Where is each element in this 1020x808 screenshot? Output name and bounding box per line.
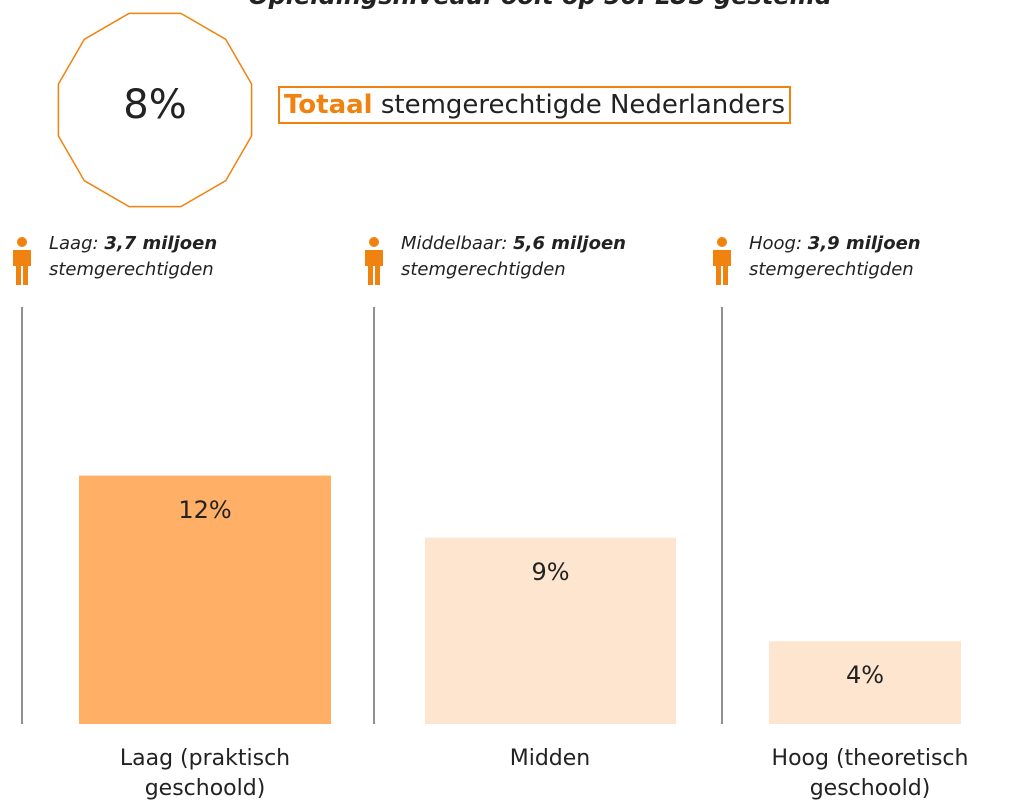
group-name: Middelbaar: <box>401 233 508 254</box>
group-count: 3,9 miljoen <box>807 233 921 254</box>
group-count: 3,7 miljoen <box>104 233 218 254</box>
category-label: Laag (praktisch geschoold) <box>119 746 291 801</box>
person-icon-head <box>369 237 379 247</box>
person-icon-body <box>365 250 383 285</box>
total-badge <box>57 12 253 208</box>
group-name: Hoog: <box>749 233 803 254</box>
total-label-bold: Totaal <box>284 90 373 120</box>
category-label: Midden <box>509 746 591 771</box>
group-count: 5,6 miljoen <box>513 233 626 254</box>
group-name: Laag: <box>49 233 99 254</box>
person-icon-body <box>13 250 31 285</box>
chart-title: Opleidingsniveau: ooit op 50PLUS gestemd <box>0 0 1020 10</box>
value-label: 9% <box>531 557 570 586</box>
value-label: 12% <box>178 495 232 524</box>
group-unit: stemgerechtigden <box>49 259 214 280</box>
total-label: Totaal stemgerechtigde Nederlanders <box>278 86 791 124</box>
group-label: Middelbaar: 5,6 miljoen stemgerechtigden <box>401 231 626 283</box>
total-label-rest: stemgerechtigde Nederlanders <box>380 90 785 120</box>
group-label: Laag: 3,7 miljoen stemgerechtigden <box>49 231 217 283</box>
group-unit: stemgerechtigden <box>401 259 566 280</box>
total-value-label: 8% <box>123 82 187 128</box>
value-label: 4% <box>845 661 885 690</box>
group-unit: stemgerechtigden <box>749 259 914 280</box>
category-label: Hoog (theoretisch geschoold) <box>771 746 969 801</box>
bar <box>769 641 961 724</box>
bar <box>425 537 676 724</box>
person-icon-head <box>717 237 727 247</box>
bar <box>79 475 331 724</box>
group-label: Hoog: 3,9 miljoen stemgerechtigden <box>749 231 921 283</box>
person-icon-head <box>17 237 27 247</box>
person-icon-body <box>713 250 731 285</box>
